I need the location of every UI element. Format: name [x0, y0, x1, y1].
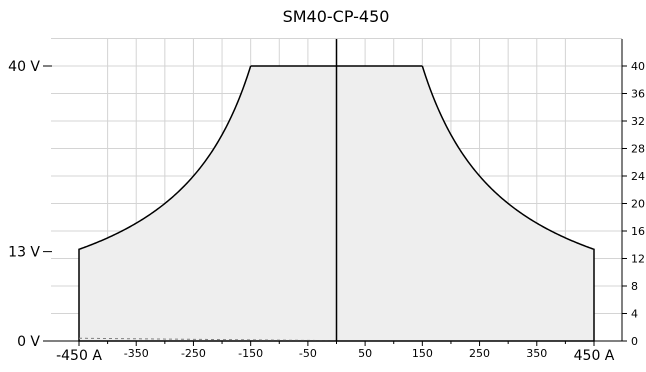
x-tick-label: 250 — [469, 347, 490, 360]
y-right-tick-label: 24 — [631, 170, 645, 183]
x-tick-label: -150 — [238, 347, 263, 360]
chart-title: SM40-CP-450 — [283, 7, 390, 26]
x-tick-label: 50 — [358, 347, 372, 360]
y-right-tick-label: 0 — [631, 335, 638, 348]
x-tick-label: 150 — [412, 347, 433, 360]
y-right-tick-label: 40 — [631, 60, 645, 73]
x-tick-label: -250 — [181, 347, 206, 360]
y-left-tick-label: 40 V — [8, 59, 40, 75]
y-right-tick-label: 32 — [631, 115, 645, 128]
x-tick-label: 350 — [526, 347, 547, 360]
dashed-line — [78, 337, 337, 342]
y-right-tick-label: 8 — [631, 280, 638, 293]
y-right-tick-label: 28 — [631, 143, 645, 156]
y-left-tick-label: 0 V — [17, 334, 40, 350]
x-tick-label: -350 — [124, 347, 149, 360]
tick-labels: 0 V 13 V 40 V 0 4 8 12 16 20 24 28 32 36 40 -450 A -350… — [8, 59, 645, 364]
y-right-tick-label: 36 — [631, 88, 645, 101]
x-tick-label: 450 A — [574, 348, 615, 364]
axes — [43, 39, 627, 346]
y-right-tick-label: 4 — [631, 308, 638, 321]
x-tick-label: -450 A — [56, 348, 102, 364]
y-right-tick-label: 20 — [631, 198, 645, 211]
x-tick-label: -50 — [299, 347, 317, 360]
y-left-tick-label: 13 V — [8, 245, 40, 261]
y-right-tick-label: 12 — [631, 253, 645, 266]
y-right-tick-label: 16 — [631, 225, 645, 238]
